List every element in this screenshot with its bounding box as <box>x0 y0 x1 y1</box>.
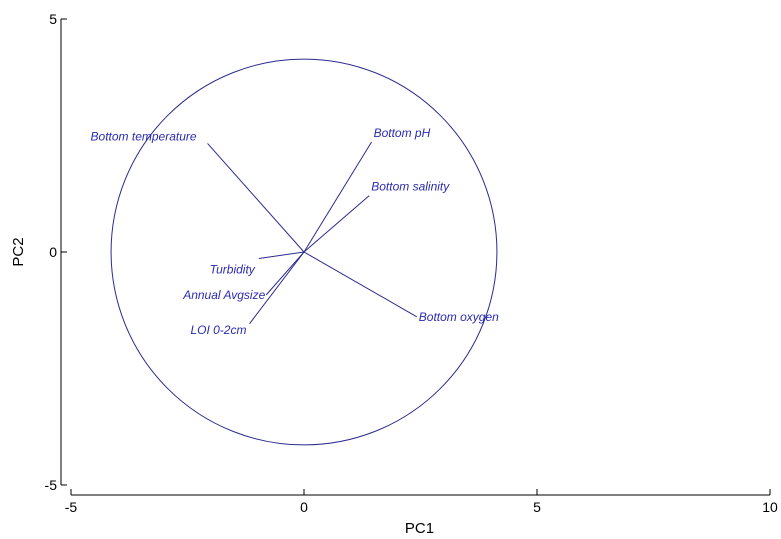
vector-bottom-salinity <box>303 195 370 253</box>
x-tick-label: 5 <box>533 499 541 515</box>
vector-bottom-temperature <box>207 143 305 253</box>
axes: -5 0 5 -5 0 5 10 <box>45 11 778 515</box>
x-tick-label: 10 <box>762 499 778 515</box>
vector-label-loi-0-2cm: LOI 0-2cm <box>190 323 246 337</box>
vector-annual-avgsize <box>265 251 305 296</box>
vector-label-turbidity: Turbidity <box>210 263 256 277</box>
vector-label-bottom-oxygen: Bottom oxygen <box>419 310 499 324</box>
vector-label-bottom-ph: Bottom pH <box>374 126 431 140</box>
x-axis-label: PC1 <box>405 520 434 537</box>
vector-bottom-ph <box>303 141 372 253</box>
vector-label-bottom-temperature: Bottom temperature <box>91 129 197 143</box>
vector-label-bottom-salinity: Bottom salinity <box>371 180 450 194</box>
y-tick-label: 5 <box>49 11 57 27</box>
correlation-circle <box>110 58 498 446</box>
y-tick-label: -5 <box>45 477 58 493</box>
x-tick-label: 0 <box>300 499 308 515</box>
y-axis-label: PC2 <box>10 237 27 266</box>
vector-bottom-oxygen <box>303 251 418 318</box>
y-tick-label: 0 <box>49 244 57 260</box>
vector-label-annual-avgsize: Annual Avgsize <box>182 288 265 302</box>
vector-turbidity <box>258 251 305 260</box>
x-tick-label: -5 <box>65 499 78 515</box>
vector-loi-0-2cm <box>249 251 305 325</box>
vectors: Bottom temperature Bottom pH Bottom salini… <box>91 126 500 337</box>
